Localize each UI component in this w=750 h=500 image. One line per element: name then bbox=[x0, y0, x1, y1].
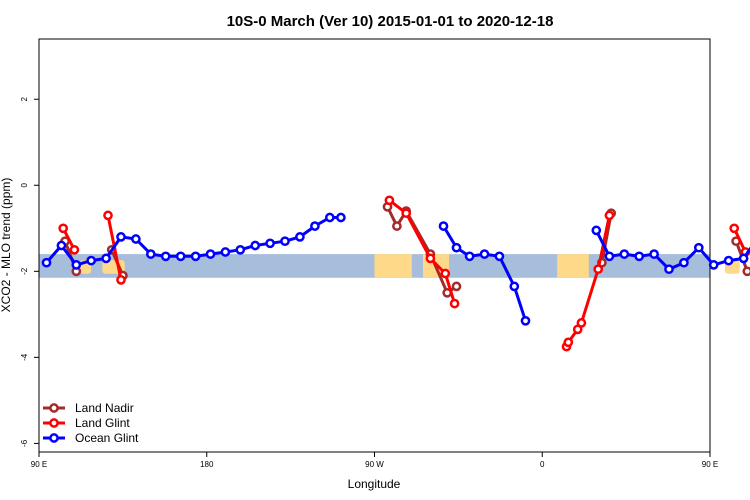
y-tick-label: 2 bbox=[20, 96, 29, 101]
y-tick-label: -2 bbox=[20, 267, 29, 275]
data-point bbox=[494, 251, 505, 262]
data-point bbox=[464, 251, 475, 262]
series-line bbox=[565, 213, 611, 349]
legend-marker bbox=[49, 418, 59, 428]
data-point bbox=[593, 264, 604, 275]
data-point bbox=[41, 257, 52, 268]
data-point bbox=[591, 225, 602, 236]
data-point bbox=[116, 275, 126, 285]
y-tick-label: 0 bbox=[20, 182, 29, 187]
data-point bbox=[440, 268, 451, 279]
data-point bbox=[235, 244, 246, 255]
data-point bbox=[742, 266, 750, 277]
legend-marker bbox=[49, 433, 59, 443]
x-tick-label: 0 bbox=[540, 460, 545, 469]
data-point bbox=[604, 210, 615, 221]
legend-label: Ocean Glint bbox=[75, 431, 139, 445]
data-point bbox=[205, 249, 216, 259]
legend-label: Land Nadir bbox=[75, 401, 134, 415]
y-axis-label: XCO2 - MLO trend (ppm) bbox=[0, 178, 13, 313]
y-tick-label: -6 bbox=[20, 439, 29, 447]
data-point bbox=[679, 257, 689, 268]
data-point bbox=[401, 208, 412, 219]
plot-area: 90 E 180 90 W 0 90 E -6 -4 -2 0 2 bbox=[20, 38, 750, 469]
data-point bbox=[634, 251, 645, 262]
data-point bbox=[69, 244, 80, 255]
data-point bbox=[425, 253, 436, 264]
data-point bbox=[576, 318, 587, 328]
data-point bbox=[160, 251, 171, 262]
data-point bbox=[280, 236, 290, 247]
data-point bbox=[71, 260, 82, 270]
data-point bbox=[220, 247, 231, 257]
data-point bbox=[58, 223, 69, 234]
data-point bbox=[451, 242, 462, 253]
data-point bbox=[664, 264, 674, 275]
data-point bbox=[604, 251, 615, 262]
data-point bbox=[103, 210, 113, 221]
data-point bbox=[392, 221, 402, 231]
data-point bbox=[145, 249, 156, 259]
legend-label: Land Glint bbox=[75, 416, 130, 430]
data-point bbox=[86, 255, 97, 266]
data-point bbox=[101, 253, 111, 264]
data-point bbox=[520, 315, 531, 326]
data-point bbox=[265, 238, 275, 249]
x-axis-label: Longitude bbox=[348, 477, 401, 491]
data-point bbox=[479, 249, 490, 259]
series-ocean-glint bbox=[41, 212, 750, 326]
data-point bbox=[324, 212, 335, 223]
data-point bbox=[451, 281, 462, 292]
data-point bbox=[693, 242, 704, 253]
data-point bbox=[56, 240, 67, 251]
data-point bbox=[619, 249, 630, 259]
data-point bbox=[449, 298, 460, 309]
plot-frame bbox=[38, 38, 711, 453]
data-point bbox=[190, 251, 201, 262]
data-point bbox=[250, 240, 261, 251]
data-point bbox=[131, 234, 141, 244]
data-point bbox=[738, 253, 749, 264]
legend-marker bbox=[49, 403, 59, 413]
data-point bbox=[336, 212, 346, 223]
data-point bbox=[116, 232, 126, 242]
data-point bbox=[723, 255, 734, 266]
x-tick-label: 90 E bbox=[31, 460, 47, 469]
data-point bbox=[438, 221, 449, 231]
data-point bbox=[310, 221, 320, 231]
chart-title: 10S-0 March (Ver 10) 2015-01-01 to 2020-… bbox=[227, 13, 554, 30]
land-patch bbox=[557, 254, 589, 278]
x-tick-label: 180 bbox=[200, 460, 214, 469]
x-tick-label: 90 E bbox=[702, 460, 718, 469]
data-point bbox=[509, 281, 520, 292]
y-tick-label: -4 bbox=[20, 353, 29, 361]
x-tick-label: 90 W bbox=[365, 460, 384, 469]
data-point bbox=[729, 223, 740, 234]
data-point bbox=[649, 249, 659, 259]
data-point bbox=[563, 337, 574, 348]
data-point bbox=[708, 260, 719, 270]
land-patch bbox=[374, 254, 412, 278]
data-point bbox=[384, 195, 395, 206]
data-point bbox=[175, 251, 186, 262]
data-point bbox=[295, 232, 305, 242]
